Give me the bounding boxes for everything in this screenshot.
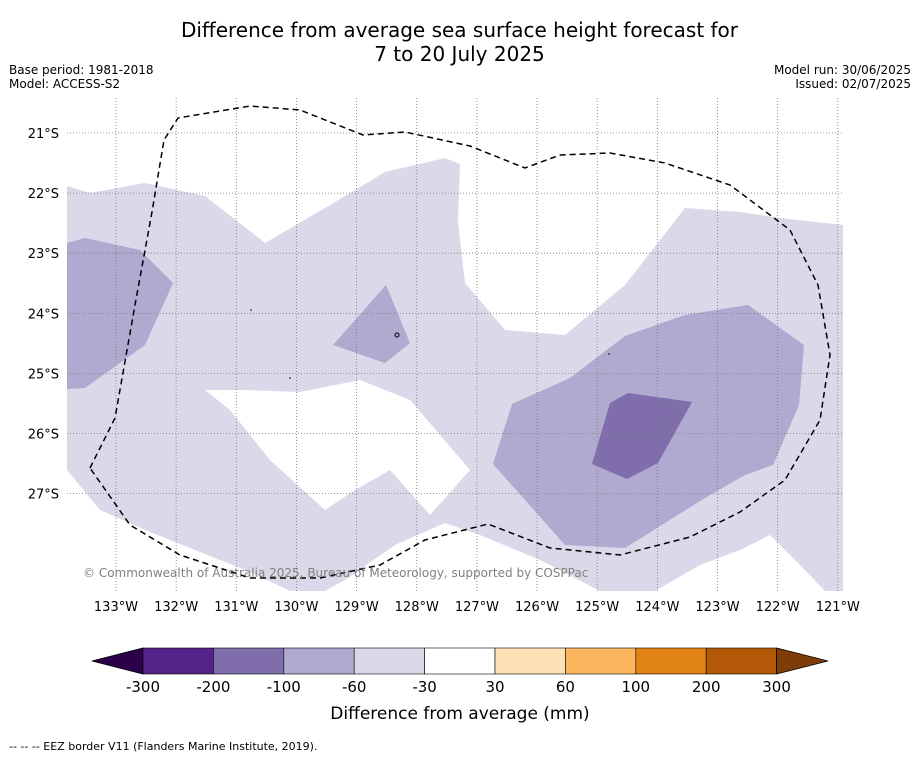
colorbar-segment xyxy=(705,647,777,675)
longitude-label: 124°W xyxy=(635,600,679,615)
colorbar-title: Difference from average (mm) xyxy=(330,704,589,724)
colorbar-segment xyxy=(424,647,496,675)
colorbar-segment xyxy=(213,647,285,675)
colorbar-tick-label: -60 xyxy=(342,678,367,696)
contour-speck xyxy=(394,332,400,338)
map-title: Difference from average sea surface heig… xyxy=(0,18,919,66)
latitude-label: 26°S xyxy=(28,428,59,443)
base-period: Base period: 1981-2018 xyxy=(9,63,154,77)
colorbar-segment xyxy=(565,647,637,675)
longitude-label: 127°W xyxy=(455,600,499,615)
copyright-notice: © Commonwealth of Australia 2025, Bureau… xyxy=(83,566,588,580)
latitude-labels: 21°S 22°S 23°S 24°S 25°S 26°S 27°S xyxy=(28,127,59,503)
longitude-label: 132°W xyxy=(154,600,198,615)
longitude-label: 126°W xyxy=(515,600,559,615)
issued-date: Issued: 02/07/2025 xyxy=(795,77,911,91)
contour-dot xyxy=(608,353,610,355)
model-name: Model: ACCESS-S2 xyxy=(9,77,121,91)
longitude-label: 133°W xyxy=(94,600,138,615)
model-run: Model run: 30/06/2025 xyxy=(773,63,911,77)
anomaly-fill-layer xyxy=(67,158,843,591)
longitude-label: 123°W xyxy=(695,600,739,615)
colorbar-tick-label: 100 xyxy=(621,678,650,696)
colorbar-tick-label: -200 xyxy=(196,678,230,696)
title-line-2: 7 to 20 July 2025 xyxy=(374,42,545,66)
longitude-label: 122°W xyxy=(756,600,800,615)
colorbar-segment xyxy=(635,647,707,675)
run-info: Model run: 30/06/2025 Issued: 02/07/2025 xyxy=(774,63,911,91)
base-info: Base period: 1981-2018 Model: ACCESS-S2 xyxy=(9,63,154,91)
colorbar-segment xyxy=(494,647,566,675)
band-minus100-minus60-central xyxy=(333,285,410,363)
longitude-label: 128°W xyxy=(395,600,439,615)
latitude-label: 24°S xyxy=(28,307,59,322)
colorbar-tick-label: -100 xyxy=(267,678,301,696)
longitude-label: 121°W xyxy=(816,600,860,615)
longitude-label: 129°W xyxy=(335,600,379,615)
contour-dot xyxy=(250,309,252,311)
band-minus200-minus100 xyxy=(592,393,692,479)
colorbar-tick-label: 200 xyxy=(692,678,721,696)
colorbar-tick-label: -30 xyxy=(412,678,437,696)
colorbar-segment xyxy=(353,647,425,675)
colorbar-segment xyxy=(283,647,355,675)
latitude-label: 21°S xyxy=(28,127,59,142)
latitude-label: 23°S xyxy=(28,247,59,262)
colorbar: -300 -200 -100 -60 -30 30 60 100 200 300 xyxy=(91,647,829,696)
colorbar-tick-label: -300 xyxy=(126,678,160,696)
longitude-labels: 133°W 132°W 131°W 130°W 129°W 128°W 127°W 126°W… xyxy=(94,600,860,615)
eez-legend-note: -- -- -- EEZ border V11 (Flanders Marine… xyxy=(9,740,318,753)
colorbar-extend-high xyxy=(776,647,829,675)
latitude-label: 27°S xyxy=(28,488,59,503)
longitude-label: 131°W xyxy=(214,600,258,615)
colorbar-segment xyxy=(142,647,214,675)
longitude-label: 130°W xyxy=(274,600,318,615)
longitude-label: 125°W xyxy=(575,600,619,615)
latitude-label: 25°S xyxy=(28,367,59,382)
band-minus100-minus60-west xyxy=(67,238,173,389)
contour-dot xyxy=(289,377,291,379)
colorbar-extend-low xyxy=(91,647,144,675)
graticule xyxy=(67,98,843,591)
title-line-1: Difference from average sea surface heig… xyxy=(180,18,739,42)
colorbar-tick-label: 30 xyxy=(485,678,504,696)
colorbar-tick-label: 60 xyxy=(556,678,575,696)
latitude-label: 22°S xyxy=(28,187,59,202)
colorbar-tick-label: 300 xyxy=(762,678,791,696)
